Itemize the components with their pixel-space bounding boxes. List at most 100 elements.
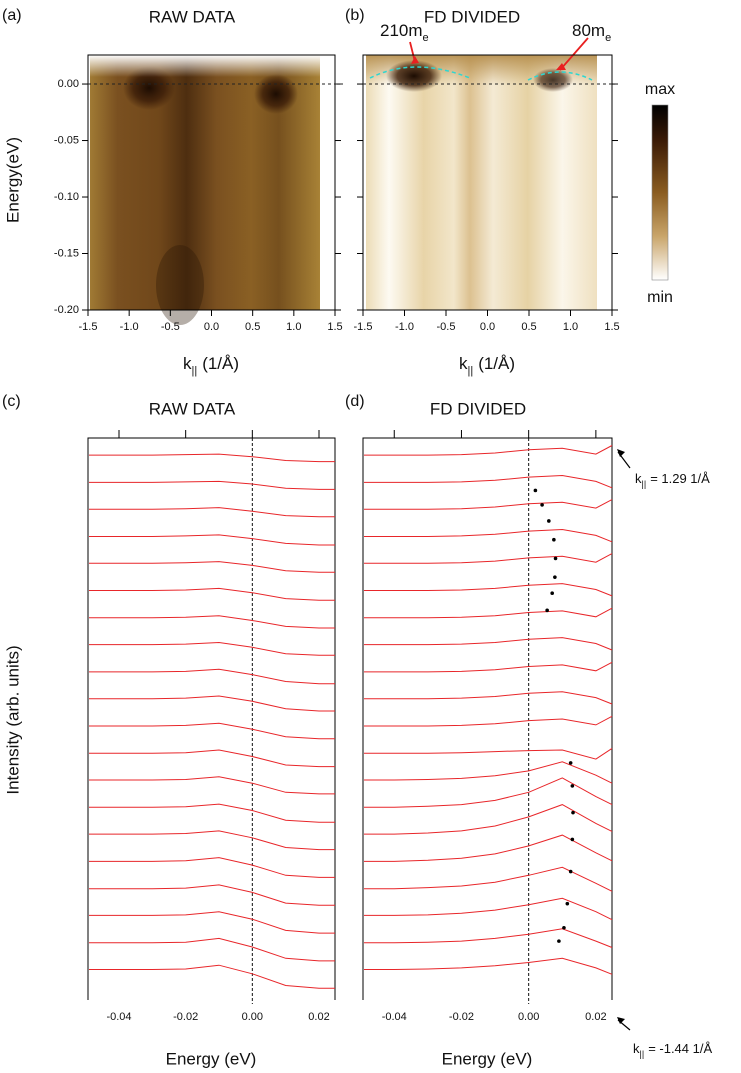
curve xyxy=(364,715,613,727)
curve xyxy=(364,691,613,705)
curve xyxy=(364,528,613,543)
x-tick-label: 0.0 xyxy=(480,321,495,333)
curve xyxy=(364,637,613,651)
x-tick-label: 0.5 xyxy=(245,321,260,333)
label-rest: (1/Å) xyxy=(202,354,239,373)
curve xyxy=(364,747,613,760)
peak-marker xyxy=(570,837,575,842)
curve xyxy=(364,957,613,975)
x-tick-label: 0.02 xyxy=(308,1011,329,1023)
peak-marker xyxy=(540,503,544,507)
label-sub: || xyxy=(191,365,197,377)
curve xyxy=(89,534,335,546)
curve xyxy=(89,453,335,463)
curve xyxy=(364,607,613,619)
label-main: k xyxy=(635,471,642,486)
curve xyxy=(364,897,613,921)
y-axis-label: Intensity (arb. units) xyxy=(3,645,22,794)
peak-marker xyxy=(568,869,573,874)
x-tick-label: 1.0 xyxy=(286,321,301,333)
x-tick-label: -1.5 xyxy=(79,321,98,333)
y-tick-label: -0.05 xyxy=(54,134,79,146)
x-axis-label: k|| (1/Å) xyxy=(459,354,515,376)
x-tick-label: 0.02 xyxy=(585,1011,606,1023)
panel-label: (b) xyxy=(345,7,365,24)
curve xyxy=(364,445,613,456)
curve xyxy=(89,480,335,490)
x-tick-label: -1.0 xyxy=(395,321,414,333)
curve xyxy=(89,587,335,601)
peak-marker xyxy=(553,556,558,561)
label-main: k xyxy=(459,354,468,373)
y-tick-label: 0.00 xyxy=(58,78,79,90)
panel-title: FD DIVIDED xyxy=(430,399,526,418)
label-main: 80m xyxy=(572,21,605,40)
x-tick-label: -0.5 xyxy=(437,321,456,333)
peak-marker xyxy=(553,575,557,579)
peak-marker xyxy=(550,591,554,596)
x-tick-label: -0.02 xyxy=(173,1011,198,1023)
annotation: 80me xyxy=(572,21,611,43)
x-tick-label: -1.5 xyxy=(354,321,373,333)
label-main: k xyxy=(183,354,192,373)
x-tick-label: -0.04 xyxy=(382,1011,407,1023)
y-axis-label: Energy(eV) xyxy=(3,137,22,223)
label-sub: || xyxy=(642,479,647,489)
curve xyxy=(364,928,613,948)
x-tick-label: 1.0 xyxy=(563,321,578,333)
curve xyxy=(89,937,335,962)
panel-label: (d) xyxy=(345,393,365,410)
curve xyxy=(364,761,613,784)
curve xyxy=(89,749,335,768)
curve xyxy=(89,803,335,823)
curve xyxy=(364,866,613,892)
peak-marker xyxy=(533,488,538,493)
x-tick-label: -0.02 xyxy=(449,1011,474,1023)
colorbar-label: max xyxy=(645,81,675,98)
curve xyxy=(89,668,335,685)
curve xyxy=(89,561,335,573)
curve xyxy=(89,857,335,878)
panel-title: RAW DATA xyxy=(149,7,236,26)
curve xyxy=(89,507,335,518)
heatmap-b xyxy=(366,37,597,310)
peak-marker xyxy=(568,761,573,765)
label-sub: || xyxy=(640,1049,645,1059)
label-rest: = 1.29 1/Å xyxy=(650,471,710,486)
annotation-arrow xyxy=(617,451,631,1031)
label-sub: || xyxy=(467,365,473,377)
peak-marker xyxy=(545,608,549,613)
peak-marker xyxy=(562,925,566,930)
curve xyxy=(364,804,613,835)
curve xyxy=(364,499,613,510)
plot-frame xyxy=(362,437,613,1000)
x-axis-label: Energy (eV) xyxy=(442,1049,533,1068)
curve xyxy=(89,695,335,712)
curve xyxy=(89,776,335,795)
x-axis-label: k|| (1/Å) xyxy=(183,354,239,376)
label-sub: e xyxy=(605,32,611,44)
x-tick-label: 0.00 xyxy=(242,1011,263,1023)
label-main: k xyxy=(633,1041,640,1056)
label-rest: = -1.44 1/Å xyxy=(648,1041,712,1056)
x-tick-label: -0.04 xyxy=(106,1011,131,1023)
label-rest: (1/Å) xyxy=(478,354,515,373)
x-tick-label: 0.00 xyxy=(518,1011,539,1023)
annotation: k|| = -1.44 1/Å xyxy=(633,1041,712,1059)
annotation: k|| = 1.29 1/Å xyxy=(635,471,710,489)
x-tick-label: 1.5 xyxy=(604,321,619,333)
curve xyxy=(364,474,613,489)
x-axis-label: Energy (eV) xyxy=(166,1049,257,1068)
peak-marker xyxy=(547,519,551,523)
colorbar xyxy=(651,104,669,281)
y-tick-label: -0.20 xyxy=(54,304,79,316)
curve xyxy=(89,884,335,906)
peak-marker xyxy=(571,810,575,815)
curve xyxy=(364,661,613,673)
curve xyxy=(364,777,613,808)
curve xyxy=(364,834,613,862)
peak-marker xyxy=(552,537,556,542)
curve xyxy=(364,553,613,564)
peak-marker xyxy=(570,784,575,788)
